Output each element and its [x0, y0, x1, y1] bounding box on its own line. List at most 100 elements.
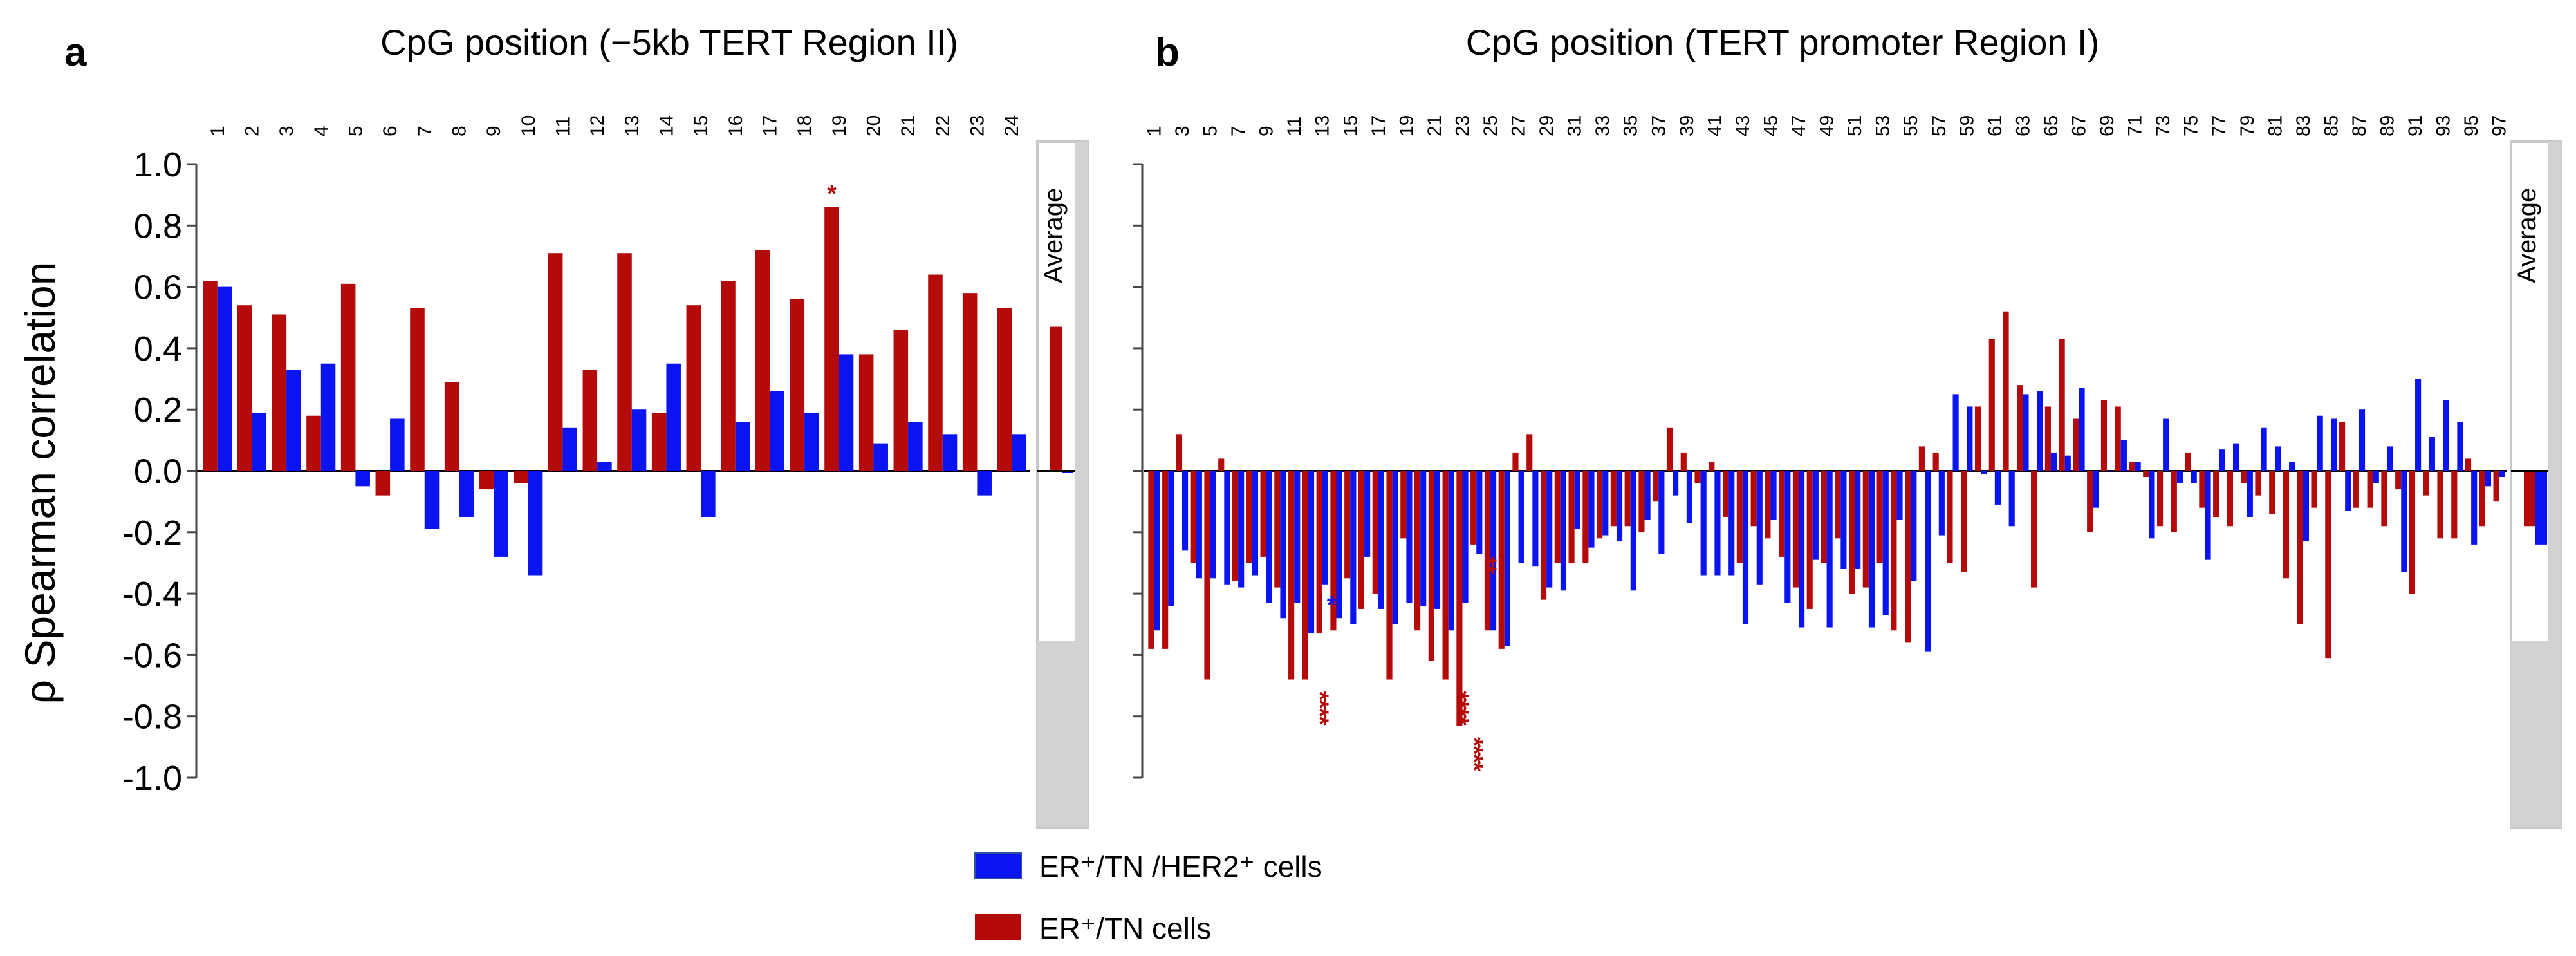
- x-tick-label: 18: [794, 115, 815, 136]
- bar-red-cpg-54: [1891, 471, 1897, 631]
- bar-blue-cpg-38: [1673, 471, 1679, 496]
- bar-blue-cpg-73: [2163, 418, 2169, 471]
- x-tick-label: 39: [1676, 115, 1698, 136]
- significance-marker: *: [1327, 592, 1337, 619]
- bar-blue-cpg-13: [1322, 471, 1328, 585]
- bar-red-cpg-61: [1988, 339, 1995, 471]
- bar-blue-cpg-7: [1238, 471, 1245, 588]
- bar-red-cpg-25: [1484, 471, 1491, 631]
- bar-red-cpg-50: [1835, 471, 1841, 539]
- x-tick-label: 9: [1256, 126, 1277, 136]
- bar-red-cpg-60: [1974, 406, 1981, 471]
- bar-red-cpg-92: [2423, 471, 2429, 496]
- x-tick-label: 65: [2041, 115, 2062, 136]
- x-tick-label: 7: [414, 126, 436, 136]
- bar-blue-cpg-89: [2387, 446, 2393, 471]
- x-tick-label: 35: [1620, 115, 1642, 136]
- x-tick-label: 3: [276, 126, 297, 136]
- bar-red-cpg-74: [2171, 471, 2177, 532]
- x-tick-label: 8: [449, 126, 470, 136]
- x-tick-label: 15: [690, 115, 712, 136]
- bar-red-cpg-71: [2129, 462, 2135, 471]
- bar-red-cpg-18: [1386, 471, 1393, 680]
- bar-red-cpg-63: [2017, 385, 2023, 471]
- bar-blue-cpg-4: [320, 363, 336, 471]
- bar-red-cpg-11: [548, 253, 563, 471]
- bar-blue-cpg-67: [2079, 388, 2085, 471]
- bar-blue-cpg-7: [424, 471, 440, 530]
- bar-blue-cpg-53: [1882, 471, 1889, 615]
- bar-blue-cpg-45: [1770, 471, 1777, 520]
- bar-blue-cpg-90: [2401, 471, 2407, 572]
- bar-red-cpg-17: [755, 250, 770, 471]
- x-tick-label: 31: [1564, 115, 1586, 136]
- x-tick-label: 83: [2293, 115, 2314, 136]
- bar-red-cpg-5: [1204, 471, 1210, 680]
- bar-blue-cpg-21: [1434, 471, 1441, 609]
- bar-red-cpg-23: [1456, 471, 1463, 726]
- bar-red-cpg-16: [1358, 471, 1365, 609]
- x-tick-label: 9: [483, 126, 505, 136]
- bar-red-cpg-13: [1316, 471, 1322, 634]
- bar-red-cpg-19: [824, 207, 839, 471]
- bar-red-cpg-1: [203, 281, 218, 471]
- bar-red-cpg-84: [2311, 471, 2317, 508]
- x-tick-label: 41: [1704, 115, 1725, 136]
- x-tick-label: 19: [829, 115, 850, 136]
- bar-blue-cpg-40: [1700, 471, 1707, 576]
- bar-red-cpg-65: [2044, 406, 2051, 471]
- bar-red-cpg-2: [237, 305, 252, 471]
- bar-blue-cpg-91: [2415, 379, 2422, 471]
- bar-red-cpg-35: [1624, 471, 1631, 527]
- bar-red-cpg-66: [2059, 339, 2065, 471]
- bar-red-cpg-67: [2073, 418, 2079, 471]
- bar-blue-cpg-55: [1911, 471, 1917, 582]
- y-tick-label: -0.6: [122, 636, 182, 675]
- bar-blue-cpg-75: [2191, 471, 2197, 483]
- average-label: Average: [1039, 188, 1068, 283]
- bar-blue-cpg-22: [942, 434, 958, 471]
- bar-red-cpg-75: [2185, 452, 2191, 471]
- bar-red-cpg-4: [306, 415, 321, 471]
- bar-blue-cpg-33: [1602, 471, 1609, 536]
- x-tick-label: 4: [311, 126, 332, 136]
- bar-red-cpg-95: [2465, 458, 2472, 471]
- bar-blue-cpg-1: [1154, 471, 1160, 631]
- x-tick-label: 33: [1592, 115, 1613, 136]
- bar-blue-cpg-3: [1181, 471, 1189, 551]
- bar-blue-cpg-35: [1630, 471, 1636, 591]
- y-tick-label: -1.0: [122, 759, 182, 798]
- x-tick-label: 22: [932, 115, 954, 136]
- x-tick-label: 49: [1817, 115, 1838, 136]
- bar-red-cpg-12: [582, 370, 598, 471]
- bar-red-cpg-78: [2227, 471, 2233, 527]
- bar-blue-cpg-5: [355, 471, 370, 487]
- x-tick-label: 20: [863, 115, 884, 136]
- significance-marker: ****: [1460, 737, 1487, 771]
- bar-blue-cpg-34: [1616, 471, 1623, 542]
- bar-blue-cpg-16: [1364, 471, 1371, 557]
- bar-blue-cpg-32: [1588, 471, 1595, 548]
- bar-blue-cpg-1: [217, 286, 232, 471]
- bar-blue-cpg-64: [2037, 391, 2043, 471]
- bar-blue-cpg-84: [2317, 415, 2323, 471]
- bar-red-cpg-33: [1597, 471, 1603, 539]
- bar-red-cpg-6: [375, 471, 391, 496]
- bar-blue-cpg-76: [2205, 471, 2211, 560]
- bar-red-cpg-58: [1947, 471, 1953, 563]
- x-tick-label: 77: [2209, 115, 2230, 136]
- x-tick-label: 5: [345, 126, 366, 136]
- x-tick-label: 15: [1340, 115, 1361, 136]
- bar-blue-cpg-8: [1252, 471, 1259, 576]
- legend-swatch-blue: [974, 852, 1022, 879]
- bar-red-cpg-46: [1779, 471, 1785, 557]
- average-label: Average: [2513, 188, 2541, 283]
- bar-blue-cpg-70: [2120, 440, 2127, 471]
- bar-red-cpg-93: [2437, 471, 2443, 539]
- bar-red-cpg-3: [272, 314, 287, 471]
- bar-red-cpg-36: [1638, 471, 1645, 532]
- significance-marker: ****: [1446, 691, 1473, 726]
- bar-blue-cpg-15: [701, 471, 716, 517]
- bar-red-cpg-9: [479, 471, 494, 490]
- bar-blue-cpg-52: [1868, 471, 1875, 628]
